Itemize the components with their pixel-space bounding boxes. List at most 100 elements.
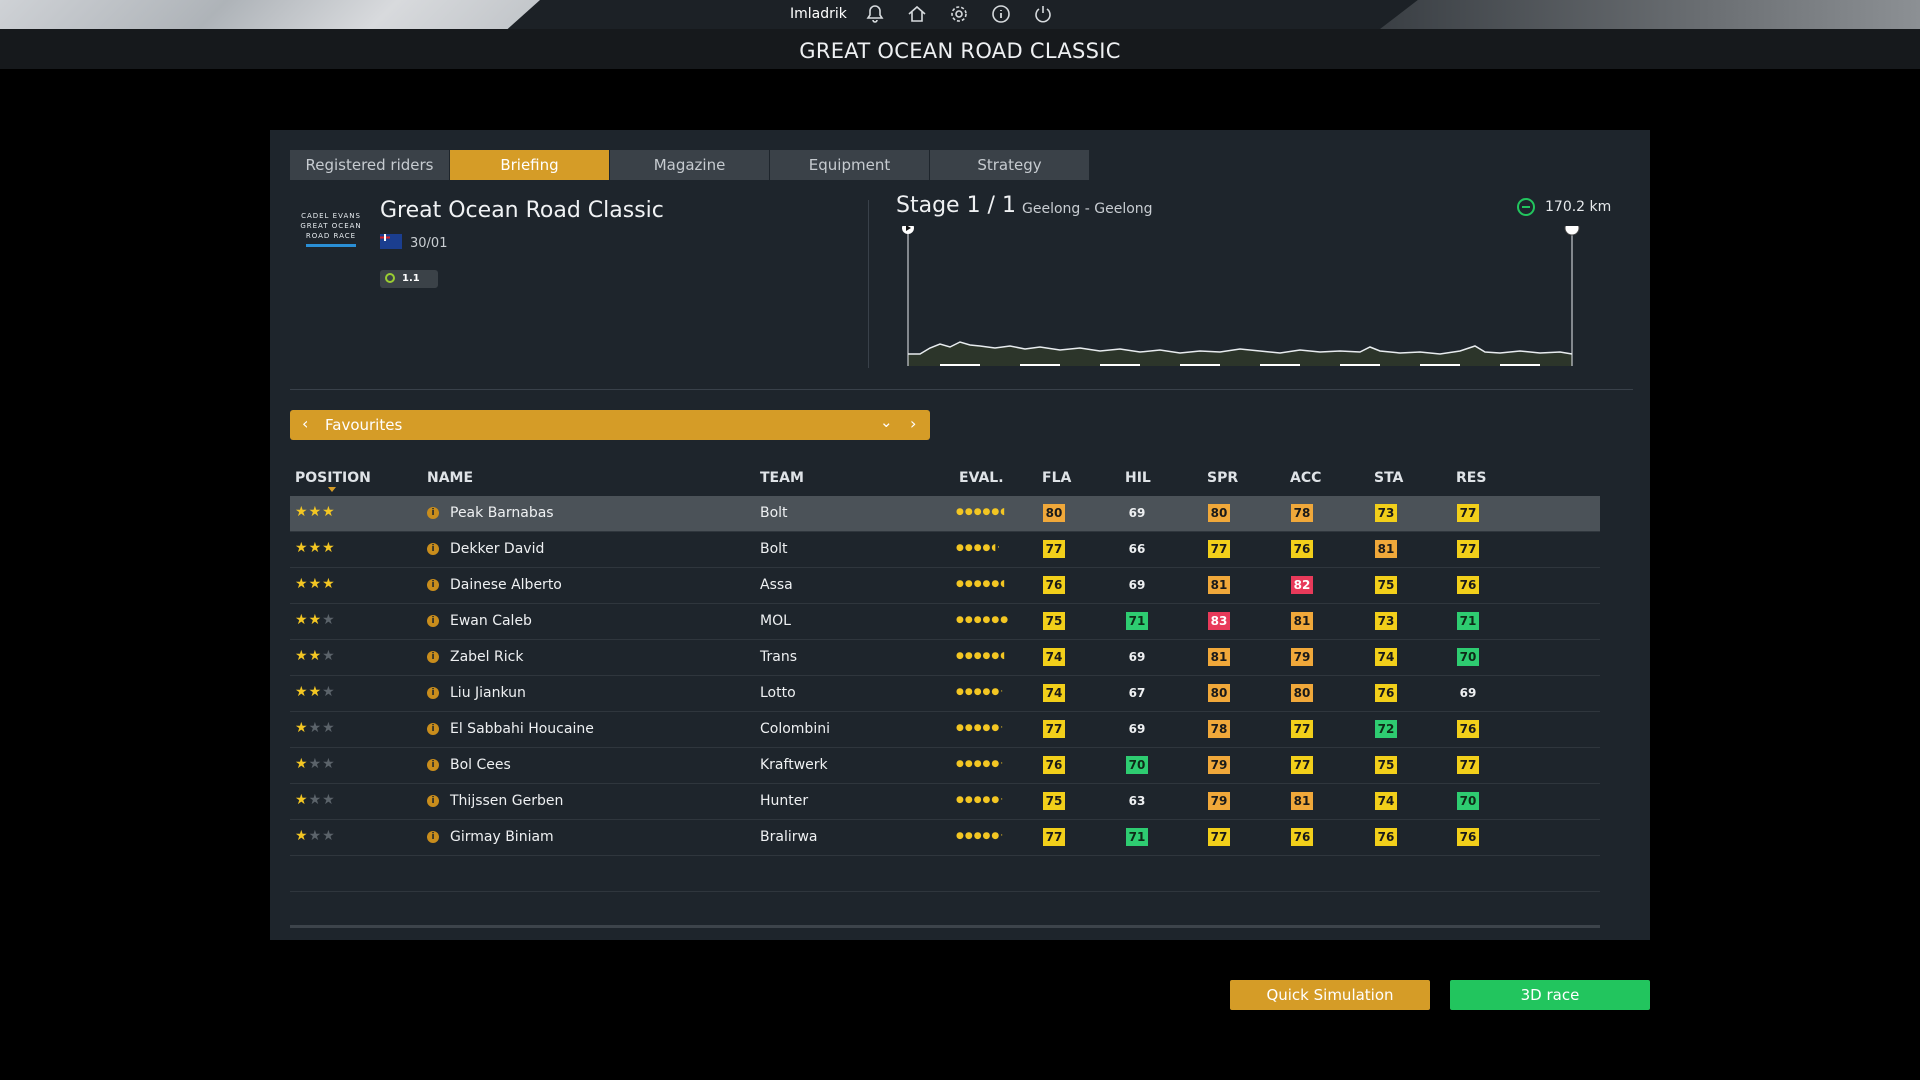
table-row[interactable]: ★★★ i El Sabbahi Houcaine Colombini ●●●●●· 77…	[290, 712, 1600, 748]
stage-title: Stage 1 / 1	[896, 193, 1016, 218]
rider-info-icon[interactable]: i	[427, 687, 439, 699]
rider-info-icon[interactable]: i	[427, 507, 439, 519]
tab-registered-riders[interactable]: Registered riders	[290, 150, 449, 180]
power-icon[interactable]	[1032, 4, 1054, 26]
rider-name[interactable]: Ewan Caleb	[450, 613, 532, 629]
tab-strategy[interactable]: Strategy	[930, 150, 1089, 180]
stat-spr: 80	[1208, 684, 1230, 702]
star-icon: ★	[308, 504, 323, 520]
header-fla[interactable]: FLA	[1042, 470, 1072, 486]
rider-filter-select[interactable]: ‹ Favourites ⌄ ›	[290, 410, 930, 440]
stat-res: 76	[1457, 576, 1479, 594]
stat-acc: 81	[1291, 792, 1313, 810]
race-panel: Registered riders Briefing Magazine Equi…	[270, 130, 1650, 940]
star-icon: ★	[295, 504, 309, 520]
rider-name[interactable]: Girmay Biniam	[450, 829, 554, 845]
rider-info-icon[interactable]: i	[427, 579, 439, 591]
stat-fla: 75	[1043, 612, 1065, 630]
tab-equipment[interactable]: Equipment	[770, 150, 929, 180]
header-name[interactable]: NAME	[427, 470, 474, 486]
stat-res: 77	[1457, 504, 1479, 522]
table-row[interactable]: ★★★ i Peak Barnabas Bolt ●●●●●◖ 80 69 80 78 73 77	[290, 496, 1600, 532]
tab-briefing[interactable]: Briefing	[450, 150, 609, 180]
star-icon: ★	[308, 792, 323, 808]
stat-sta: 74	[1375, 648, 1397, 666]
rider-team: Colombini	[760, 721, 830, 737]
position-stars: ★★★	[295, 792, 336, 808]
stat-hil: 71	[1126, 612, 1148, 630]
rider-name[interactable]: Thijssen Gerben	[450, 793, 564, 809]
star-icon: ★	[295, 756, 309, 772]
header-hil[interactable]: HIL	[1125, 470, 1151, 486]
position-stars: ★★★	[295, 684, 336, 700]
header-res[interactable]: RES	[1456, 470, 1487, 486]
star-icon: ★	[322, 648, 336, 664]
eval-dots: ●●●●●·	[956, 759, 1005, 769]
bell-icon[interactable]	[864, 4, 886, 26]
eval-dots: ●●●●●·	[956, 723, 1005, 733]
username[interactable]: Imladrik	[790, 6, 847, 22]
chevron-down-icon[interactable]: ⌄	[880, 413, 893, 431]
table-row[interactable]: ★★★ i Dekker David Bolt ●●●●◖· 77 66 77 76 81 77	[290, 532, 1600, 568]
horizontal-scrollbar[interactable]	[290, 925, 1600, 928]
empty-row	[290, 856, 1600, 892]
stat-fla: 74	[1043, 684, 1065, 702]
rider-info-icon[interactable]: i	[427, 723, 439, 735]
quick-simulation-button[interactable]: Quick Simulation	[1230, 980, 1430, 1010]
tab-magazine[interactable]: Magazine	[610, 150, 769, 180]
star-icon: ★	[322, 504, 336, 520]
rider-info-icon[interactable]: i	[427, 795, 439, 807]
stat-fla: 77	[1043, 720, 1065, 738]
rider-info-icon[interactable]: i	[427, 759, 439, 771]
info-icon[interactable]	[990, 4, 1012, 26]
stage-distance: 170.2 km	[1545, 199, 1612, 215]
table-row[interactable]: ★★★ i Girmay Biniam Bralirwa ●●●●●· 77 71 77 76 7…	[290, 820, 1600, 856]
stat-acc: 82	[1291, 576, 1313, 594]
header-spr[interactable]: SPR	[1207, 470, 1239, 486]
rider-name[interactable]: El Sabbahi Houcaine	[450, 721, 594, 737]
rider-info-icon[interactable]: i	[427, 543, 439, 555]
stat-acc: 81	[1291, 612, 1313, 630]
rider-name[interactable]: Peak Barnabas	[450, 505, 554, 521]
rider-info-icon[interactable]: i	[427, 651, 439, 663]
rider-name[interactable]: Dainese Alberto	[450, 577, 562, 593]
header-acc[interactable]: ACC	[1290, 470, 1322, 486]
star-icon: ★	[295, 792, 309, 808]
3d-race-button[interactable]: 3D race	[1450, 980, 1650, 1010]
table-row[interactable]: ★★★ i Ewan Caleb MOL ●●●●●● 75 71 83 81 73 71	[290, 604, 1600, 640]
stat-res: 77	[1457, 756, 1479, 774]
header-sta[interactable]: STA	[1374, 470, 1404, 486]
table-row[interactable]: ★★★ i Bol Cees Kraftwerk ●●●●●· 76 70 79 77 75 77	[290, 748, 1600, 784]
star-icon: ★	[308, 648, 323, 664]
chevron-left-icon[interactable]: ‹	[302, 414, 309, 433]
rider-info-icon[interactable]: i	[427, 831, 439, 843]
stage-route: Geelong - Geelong	[1022, 201, 1153, 217]
finish-flag-icon	[1564, 226, 1580, 236]
stat-hil: 67	[1128, 686, 1146, 700]
stat-sta: 76	[1375, 828, 1397, 846]
stat-sta: 73	[1375, 504, 1397, 522]
table-row[interactable]: ★★★ i Zabel Rick Trans ●●●●●◖ 74 69 81 79 74 70	[290, 640, 1600, 676]
rider-name[interactable]: Bol Cees	[450, 757, 511, 773]
header-team[interactable]: TEAM	[760, 470, 804, 486]
stat-res: 76	[1457, 828, 1479, 846]
position-stars: ★★★	[295, 720, 336, 736]
race-logo-line: GREAT OCEAN	[300, 222, 362, 230]
rider-info-icon[interactable]: i	[427, 615, 439, 627]
eval-dots: ●●●●●◖	[956, 507, 1007, 517]
rider-name[interactable]: Liu Jiankun	[450, 685, 526, 701]
race-logo-bar	[306, 244, 356, 247]
gear-icon[interactable]	[948, 4, 970, 26]
header-eval[interactable]: EVAL.	[959, 470, 1004, 486]
table-row[interactable]: ★★★ i Dainese Alberto Assa ●●●●●◖ 76 69 81 82 75 7…	[290, 568, 1600, 604]
stat-acc: 76	[1291, 540, 1313, 558]
table-row[interactable]: ★★★ i Thijssen Gerben Hunter ●●●●●· 75 63 79 81 7…	[290, 784, 1600, 820]
stage-profile[interactable]	[900, 226, 1600, 366]
rider-name[interactable]: Zabel Rick	[450, 649, 524, 665]
rider-name[interactable]: Dekker David	[450, 541, 545, 557]
header-position[interactable]: POSITION	[295, 470, 371, 486]
chevron-right-icon[interactable]: ›	[910, 414, 917, 433]
table-row[interactable]: ★★★ i Liu Jiankun Lotto ●●●●●· 74 67 80 80 76 69	[290, 676, 1600, 712]
stat-acc: 77	[1291, 756, 1313, 774]
home-icon[interactable]	[906, 4, 928, 26]
